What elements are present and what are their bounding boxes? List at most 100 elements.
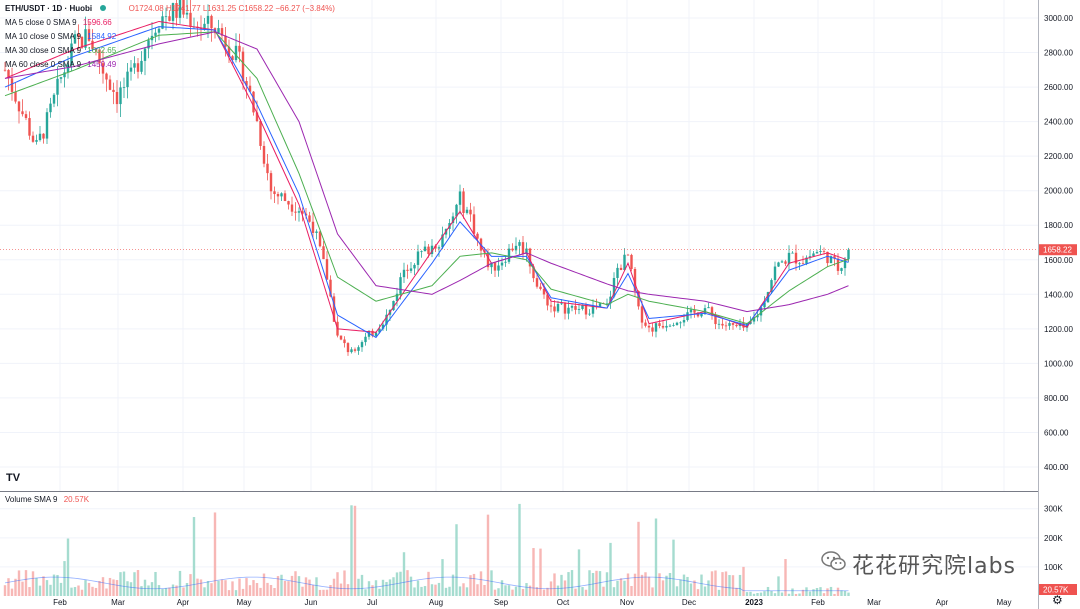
candle-body [581,304,584,309]
volume-bar [672,539,675,596]
volume-bar [829,586,833,596]
indicator-ma10[interactable]: MA 10 close 0 SMA 9 1584.92 [5,30,335,44]
volume-sma-line [4,576,849,592]
volume-bar [626,573,630,596]
candle-body [777,262,780,267]
candle-body [682,320,686,323]
volume-bar [413,587,416,596]
volume-bar [350,505,353,596]
x-tick-label: Sep [494,598,509,607]
candle-body [21,111,24,115]
volume-bar [794,593,798,596]
gear-icon[interactable]: ⚙ [1052,593,1063,607]
volume-bar [619,578,623,596]
volume-bar [836,587,840,596]
volume-bar [812,589,815,596]
candle-body [325,259,329,280]
volume-bar [381,579,385,596]
candle-body [84,29,87,48]
indicator-ma5[interactable]: MA 5 close 0 SMA 9 1596.66 [5,16,335,30]
volume-bar [126,581,129,596]
volume-bar [798,593,801,596]
candle-body [717,323,721,325]
indicator-ma60[interactable]: MA 60 close 0 SMA 9 1450.49 [5,58,335,72]
volume-bar [679,579,682,596]
candle-body [437,247,441,249]
candle-body [819,251,822,253]
candle-body [728,323,731,326]
volume-bar [623,580,626,596]
candle-body [616,267,619,278]
candle-body [563,303,567,314]
candle-body [224,35,227,47]
volume-bar [14,578,17,596]
volume-bar [182,587,185,596]
volume-bar [52,574,56,596]
candle-body [63,72,66,78]
candle-body [59,77,63,79]
volume-bar [119,572,122,596]
indicator-ma30[interactable]: MA 30 close 0 SMA 9 1602.65 [5,44,335,58]
volume-bar [161,588,164,596]
volume-bar [763,591,766,596]
symbol-title[interactable]: ETH/USDT · 1D · Huobi [5,4,93,13]
volume-bar [574,588,577,596]
volume-bar [434,584,437,596]
volume-bar [745,592,749,596]
volume-bar [73,587,77,596]
volume-bar [31,571,35,596]
volume-bar [63,561,66,596]
volume-bar [262,573,266,596]
volume-bar [122,571,126,596]
volume-bar [504,585,507,596]
volume-bar [185,583,189,596]
candle-body [255,112,259,122]
volume-bar [388,579,392,596]
volume-bar [826,588,829,596]
volume-bar [661,580,665,596]
volume-bar [49,584,52,596]
volume-bar [637,521,640,596]
candle-body [399,277,402,294]
candle-body [686,312,689,321]
volume-bar [651,587,654,596]
volume-bar [616,580,619,596]
candle-body [465,209,469,213]
volume-bar [70,587,73,596]
volume-bar [164,588,168,596]
candle-body [241,51,245,82]
candle-body [119,87,122,105]
volume-legend-label: Volume SMA 9 [5,495,58,504]
volume-bar [325,589,329,596]
volume-bar [535,587,539,596]
volume-bar [588,570,591,596]
tradingview-logo[interactable]: TV [6,472,21,484]
volume-bar [686,576,689,596]
candle-body [612,277,616,297]
volume-bar [511,589,514,596]
volume-bar [490,570,493,596]
candle-body [332,296,336,322]
volume-bar [756,593,759,596]
volume-bar [217,580,220,596]
candle-body [266,163,269,174]
last-price-box [1039,244,1077,256]
volume-bar [241,588,245,596]
candle-body [801,263,805,265]
candle-body [311,221,315,233]
candle-body [661,325,665,328]
candle-body [273,191,276,195]
volume-bar [98,580,101,596]
volume-bar [833,593,836,596]
volume-bar [402,552,406,596]
volume-bar [773,593,777,596]
candle-body [245,81,248,86]
candle-body [570,305,574,308]
volume-legend[interactable]: Volume SMA 9 20.57K [5,495,89,504]
candle-body [462,191,465,213]
volume-bar [633,573,637,596]
volume-bar [3,585,7,596]
volume-bar [602,586,605,596]
ma60-line [4,31,849,313]
